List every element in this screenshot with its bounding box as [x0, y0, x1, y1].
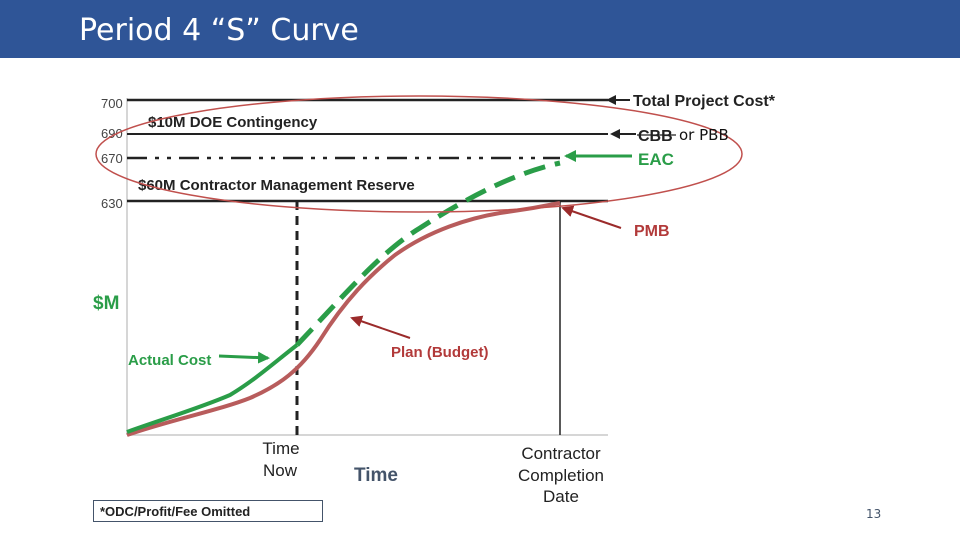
- time-now-label-2: Now: [263, 461, 298, 480]
- actual-cost-curve: [126, 343, 299, 434]
- completion-label-2: Completion: [518, 466, 604, 485]
- y-tick-690: 690: [101, 126, 123, 141]
- y-axis-label: $M: [93, 293, 119, 314]
- y-tick-670: 670: [101, 151, 123, 166]
- completion-label-3: Date: [543, 487, 579, 506]
- total-project-cost-label: Total Project Cost*: [633, 93, 776, 110]
- cbb-label: CBB: [638, 128, 673, 145]
- doe-contingency-label: $10M DOE Contingency: [148, 114, 318, 131]
- plan-budget-curve: [126, 201, 561, 437]
- y-tick-700: 700: [101, 96, 123, 111]
- plan-budget-label: Plan (Budget): [391, 344, 489, 361]
- page-number: 13: [866, 507, 882, 521]
- reserve-highlight-ellipse: [95, 95, 743, 213]
- y-tick-630: 630: [101, 196, 123, 211]
- eac-projection-curve: [295, 160, 561, 347]
- actual-cost-label: Actual Cost: [128, 352, 211, 369]
- title-bar: Period 4 “S” Curve: [0, 0, 960, 58]
- pmb-arrow: [561, 205, 622, 229]
- plan-budget-arrow: [350, 315, 411, 339]
- x-axis-label: Time: [354, 465, 398, 486]
- eac-label: EAC: [638, 150, 674, 169]
- footnote-box: *ODC/Profit/Fee Omitted: [93, 500, 323, 522]
- completion-label-1: Contractor: [521, 444, 601, 463]
- pbb-note: or PBB: [679, 126, 729, 144]
- time-now-label-1: Time: [262, 439, 299, 458]
- slide-title: Period 4 “S” Curve: [79, 13, 359, 48]
- management-reserve-label: $60M Contractor Management Reserve: [138, 177, 415, 194]
- pmb-label: PMB: [634, 223, 670, 240]
- actual-cost-arrow: [218, 351, 270, 364]
